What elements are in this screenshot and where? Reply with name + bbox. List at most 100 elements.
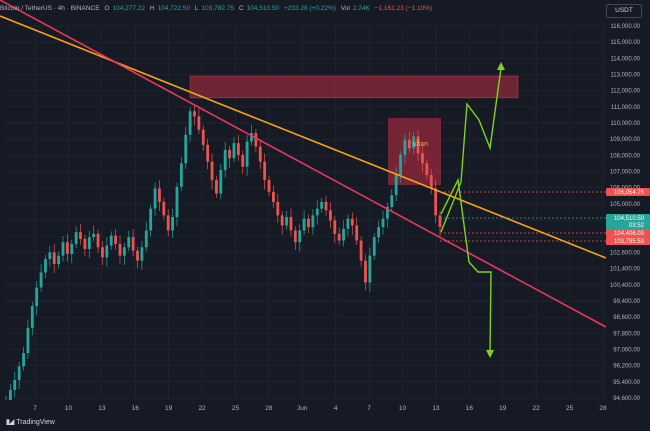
candle-body [377, 227, 381, 238]
y-tick-label: 97,800.00 [613, 331, 640, 337]
up-arrowhead [497, 62, 505, 70]
candle-body [74, 232, 78, 244]
candle-body [206, 144, 210, 162]
candle-body [329, 210, 332, 221]
low-label: L [194, 5, 199, 12]
candle-body [438, 215, 442, 227]
price-tag-label: 104,406.03 [614, 231, 645, 237]
candle-body [416, 136, 420, 154]
x-tick-label: 10 [65, 405, 73, 412]
y-tick-label: 101,400.00 [610, 267, 641, 273]
trendlines [0, 0, 607, 328]
high-label: H [149, 5, 155, 12]
high-value: 104,722.50 [157, 5, 191, 12]
candle-body [228, 149, 231, 159]
candle-body [96, 233, 100, 248]
currency-button[interactable]: USDT [606, 4, 642, 18]
symbol-title[interactable]: Bitcoin / TetherUS · 4h · BINANCE [0, 5, 100, 12]
y-tick-label: 111,000.00 [611, 105, 641, 111]
x-tick-label: 28 [599, 405, 607, 412]
candle-body [258, 146, 262, 162]
candle-body [403, 139, 407, 155]
y-tick-label: 105,000.00 [610, 202, 641, 208]
x-tick-label: 10 [399, 405, 407, 412]
down-arrowhead [486, 350, 494, 358]
projection-arrows [440, 62, 505, 358]
candle-body [280, 215, 284, 226]
candlestick-series [4, 105, 442, 410]
candle-body [350, 218, 354, 226]
candle-body [320, 201, 324, 209]
candle-body [140, 247, 144, 261]
candle-body [267, 180, 271, 192]
y-tick-label: 112,000.00 [610, 89, 640, 95]
x-tick-label: 4 [334, 405, 338, 412]
candle-body [109, 235, 113, 246]
candle-body [311, 215, 315, 228]
candle-body [342, 228, 345, 241]
candle-body [272, 191, 275, 202]
candle-body [355, 225, 359, 241]
candle-body [390, 195, 394, 207]
candle-body [302, 218, 306, 231]
candle-body [144, 230, 148, 248]
candle-body [70, 243, 74, 254]
candle-body [324, 201, 328, 211]
price-tag-bg [606, 214, 650, 222]
candle-body [364, 260, 367, 283]
candle-body [315, 208, 319, 216]
open-label: O [104, 5, 110, 12]
candle-body [219, 170, 223, 194]
candle-body [385, 206, 389, 219]
candle-body [92, 233, 96, 238]
resistance-zone [189, 75, 519, 99]
candle-body [30, 306, 34, 328]
y-tick-label: 98,600.00 [613, 315, 640, 321]
candle-body [184, 134, 188, 164]
symbol-header: Bitcoin / TetherUS · 4h · BINANCE O 104,2… [0, 5, 435, 17]
y-tick-label: 116,000.00 [610, 24, 640, 30]
candle-body [127, 237, 131, 248]
candle-body [171, 217, 174, 231]
tradingview-logo[interactable]: ▮◢ TradingView [6, 418, 55, 427]
candle-body [241, 154, 245, 167]
candle-body [162, 201, 166, 216]
y-tick-label: 114,000.00 [610, 56, 640, 62]
candle-body [122, 247, 126, 256]
x-tick-label: 28 [265, 405, 273, 412]
candle-body [8, 389, 12, 400]
y-tick-label: 110,000.00 [610, 121, 640, 127]
x-tick-label: 25 [232, 405, 240, 412]
candle-body [407, 139, 411, 149]
candle-body [412, 136, 416, 149]
candle-body [61, 242, 65, 256]
open-value: 104,277.22 [112, 5, 146, 12]
y-tick-label: 100,400.00 [610, 283, 641, 289]
candle-body [346, 218, 350, 229]
close-label: C [238, 5, 244, 12]
y-tick-label: 97,000.00 [613, 347, 640, 353]
candle-body [48, 252, 52, 259]
candle-body [250, 133, 253, 142]
candle-body [289, 217, 293, 231]
candle-body [22, 353, 25, 367]
y-tick-label: 99,400.00 [613, 299, 640, 305]
candle-body [307, 218, 310, 228]
candle-body [333, 220, 337, 234]
y-tick-label: 95,400.00 [613, 380, 640, 386]
x-tick-label: 25 [566, 405, 574, 412]
x-tick-label: 7 [33, 405, 37, 412]
candle-body [39, 272, 43, 288]
x-tick-label: 16 [466, 405, 474, 412]
candle-body [158, 188, 161, 202]
candle-body [359, 240, 363, 261]
y-tick-label: 113,000.00 [610, 73, 640, 79]
y-tick-label: 94,600.00 [613, 396, 640, 402]
vol-label: Vol [340, 5, 350, 12]
price-tag-bg [606, 188, 650, 196]
candle-body [87, 237, 91, 249]
candle-body [368, 255, 372, 283]
candle-body [83, 238, 87, 249]
candle-body [210, 161, 214, 181]
